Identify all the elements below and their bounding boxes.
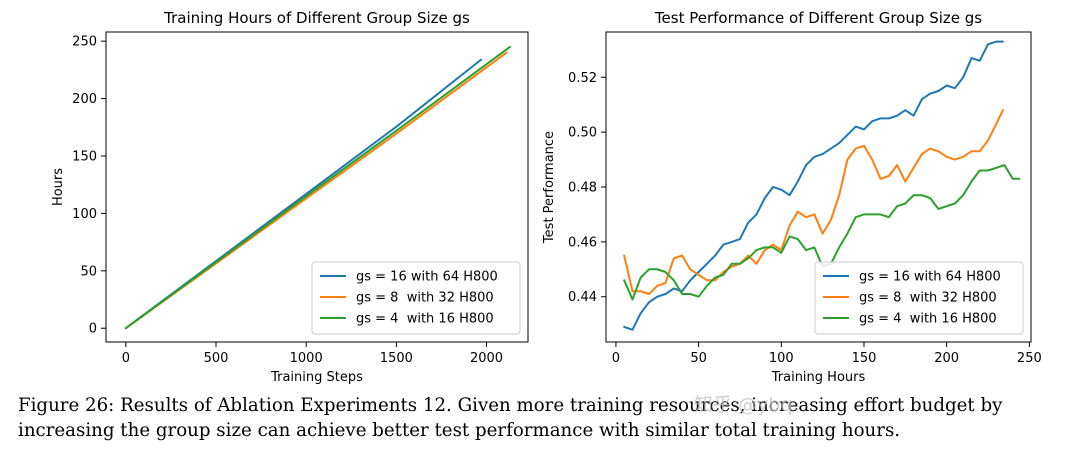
left-y-tick-label: 200: [72, 92, 97, 107]
figure-canvas: 0 500 1000 1500 2000050100150200250Training …: [51, 9, 1042, 385]
right-legend-label: gs = 4 with 16 H800: [859, 312, 997, 327]
left-y-tick-label: 0: [89, 322, 97, 337]
right-y-tick-label: 0.46: [568, 235, 597, 250]
left-legend-label: gs = 8 with 32 H800: [356, 291, 494, 306]
right-legend-label: gs = 16 with 64 H800: [859, 270, 1001, 285]
left-x-tick-label: 500: [204, 351, 229, 366]
right-x-tick-label: 150: [852, 351, 877, 366]
right-x-tick-label: 200: [934, 351, 959, 366]
left-plot-frame: [105, 31, 529, 343]
figure-caption: Figure 26: Results of Ablation Experimen…: [18, 393, 1073, 443]
right-series-line-1: [623, 40, 1004, 331]
right-x-tick-label: 250: [1017, 351, 1042, 366]
left-legend-label: gs = 4 with 16 H800: [356, 312, 494, 327]
right-x-tick-label: 50: [690, 351, 707, 366]
left-legend-box: [311, 261, 521, 335]
left-legend-label: gs = 16 with 64 H800: [356, 270, 498, 285]
right-chart-title: Test Performance of Different Group Size…: [654, 9, 982, 27]
right-y-axis-label: Test Performance: [542, 131, 557, 244]
left-y-tick-label: 150: [72, 150, 97, 165]
left-series-line-3: [124, 45, 511, 330]
left-x-tick-label: 0: [122, 351, 130, 366]
left-y-tick-label: 250: [72, 35, 97, 50]
caption-line-2: increasing the group size can achieve be…: [18, 420, 901, 441]
right-y-tick-label: 0.52: [568, 71, 597, 86]
left-y-tick-label: 100: [72, 207, 97, 222]
right-legend-label: gs = 8 with 32 H800: [859, 291, 997, 306]
left-x-axis-label: Training Steps: [270, 370, 363, 385]
right-y-tick-label: 0.50: [568, 126, 597, 141]
left-y-tick-label: 50: [80, 264, 97, 279]
left-x-tick-label: 2000: [470, 351, 503, 366]
left-y-axis-label: Hours: [51, 168, 66, 206]
right-chart-panel: 0 50 100 150 200 250 0.44 0.46 0.48 0.50 0.52 Test …: [542, 9, 1042, 385]
right-legend: gs = 16 with 64 H800 gs = 8 with 32 H800 g…: [814, 261, 1024, 335]
left-legend: gs = 16 with 64 H800 gs = 8 with 32 H800 g…: [311, 261, 521, 335]
right-series-line-2: [623, 109, 1004, 295]
right-x-tick-label: 0: [612, 351, 620, 366]
right-x-tick-label: 100: [769, 351, 794, 366]
right-y-tick-label: 0.48: [568, 181, 597, 196]
right-y-tick-label: 0.44: [568, 290, 597, 305]
left-x-tick-label: 1500: [380, 351, 413, 366]
caption-line-1: Figure 26: Results of Ablation Experimen…: [18, 395, 1003, 416]
right-legend-box: [814, 261, 1024, 335]
left-x-tick-label: 1000: [290, 351, 323, 366]
left-chart-title: Training Hours of Different Group Size g…: [163, 9, 470, 27]
left-chart-panel: 0 500 1000 1500 2000 0 50 100 150 200 250 Training …: [51, 9, 529, 385]
right-x-axis-label: Training Hours: [771, 370, 866, 385]
